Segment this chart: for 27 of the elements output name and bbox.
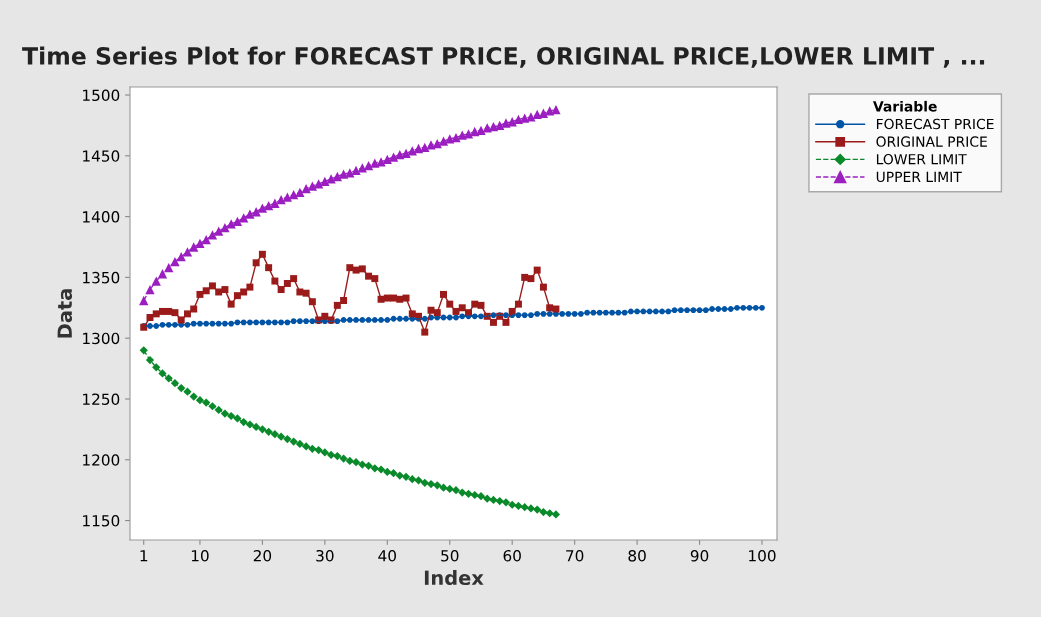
y-tick-label: 1500 [83, 89, 120, 102]
x-tick-label: 10 [191, 549, 209, 562]
legend-title: Variable [873, 100, 937, 112]
y-axis-title: Data [57, 289, 73, 338]
x-tick-label: 100 [749, 549, 776, 562]
x-tick-label: 60 [503, 549, 521, 562]
legend-label: LOWER LIMIT [876, 153, 967, 165]
legend-label: FORECAST PRICE [876, 118, 994, 130]
x-tick-label: 50 [441, 549, 459, 562]
y-tick-label: 1400 [83, 211, 120, 223]
y-tick-label: 1150 [83, 515, 120, 527]
x-tick-label: 80 [628, 549, 646, 562]
y-tick-label: 1450 [83, 150, 120, 162]
y-tick-label: 1300 [83, 332, 120, 345]
y-tick-label: 1350 [83, 271, 120, 284]
chart-title: Time Series Plot for FORECAST PRICE, ORIGINAL PRICE,LOWER LIMIT , ... [22, 46, 985, 68]
legend-label: UPPER LIMIT [876, 171, 962, 183]
x-tick-label: 40 [378, 549, 397, 562]
legend-label: ORIGINAL PRICE [876, 136, 987, 147]
x-tick-label: 1 [140, 550, 148, 562]
y-tick-label: 1200 [83, 454, 120, 466]
y-tick-label: 1250 [83, 393, 120, 405]
x-tick-label: 30 [316, 549, 334, 562]
x-tick-label: 20 [253, 549, 272, 562]
x-axis-title: Index [424, 570, 484, 586]
x-tick-label: 90 [690, 549, 709, 562]
x-tick-label: 70 [566, 549, 584, 562]
